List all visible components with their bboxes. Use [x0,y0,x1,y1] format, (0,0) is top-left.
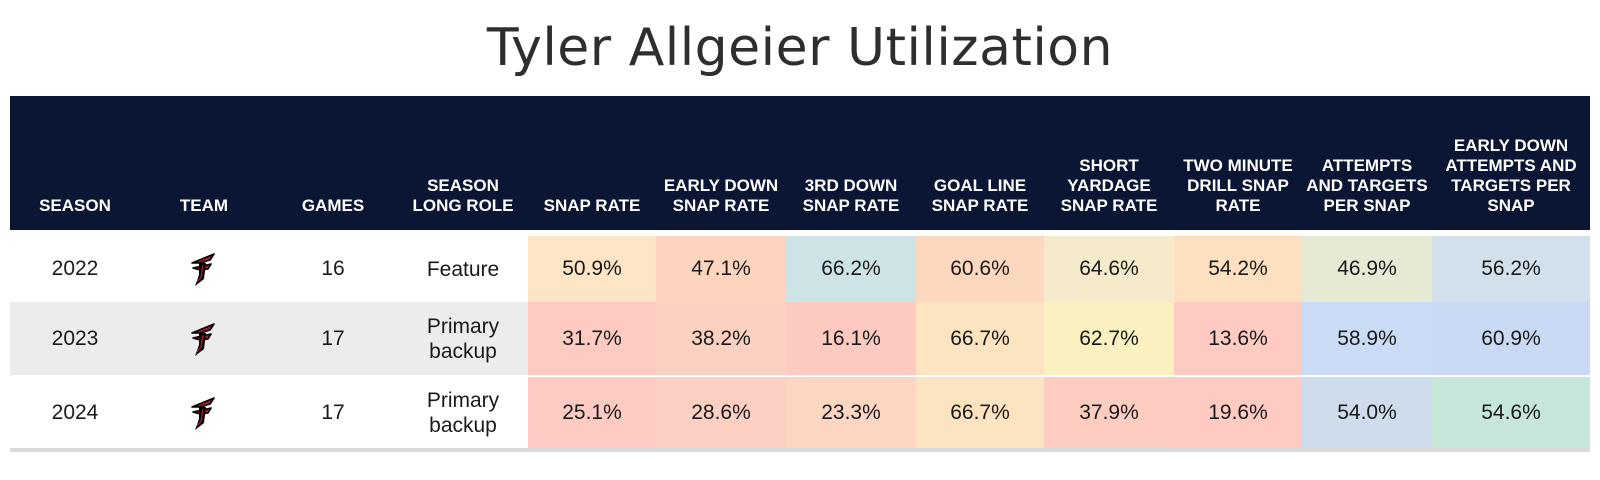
column-header: SNAP RATE [528,96,656,230]
value-cell: 56.2% [1432,236,1590,302]
value-cell: 47.1% [656,236,786,302]
role-cell: Feature [398,236,528,302]
column-header: TEAM [140,96,268,230]
value-cell: 60.6% [916,236,1044,302]
games-cell: 16 [268,236,398,302]
role-cell: Primary backup [398,302,528,377]
falcons-logo-icon [184,322,224,356]
falcons-logo-icon [184,253,224,286]
chart-title: Tyler Allgeier Utilization [486,18,1114,78]
falcons-logo-icon [184,396,224,430]
team-cell [140,236,268,302]
value-cell: 60.9% [1432,302,1590,377]
value-cell: 66.7% [916,376,1044,452]
value-cell: 31.7% [528,302,656,377]
value-cell: 13.6% [1174,302,1302,377]
value-cell: 66.2% [786,236,916,302]
table-row: 2022 16 Feature 50.9% 47.1% 66.2% 60.6% 64.6% 54… [10,236,1590,302]
value-cell: 28.6% [656,376,786,452]
column-header: SEASON LONG ROLE [398,96,528,230]
column-header: GOAL LINE SNAP RATE [916,96,1044,230]
column-header: TWO MINUTE DRILL SNAP RATE [1174,96,1302,230]
value-cell: 46.9% [1302,236,1432,302]
table-body: 2022 16 Feature 50.9% 47.1% 66.2% 60.6% 64.6% 54… [10,230,1590,452]
column-header: ATTEMPTS AND TARGETS PER SNAP [1302,96,1432,230]
table-row: 2024 17 Primary backup 25.1% 28.6% 23.3% 66.7%… [10,376,1590,452]
season-cell: 2024 [10,376,140,452]
column-header: SHORT YARDAGE SNAP RATE [1044,96,1174,230]
role-cell: Primary backup [398,376,528,452]
value-cell: 16.1% [786,302,916,377]
table-row: 2023 17 Primary backup 31.7% 38.2% 16.1% 66.7%… [10,302,1590,377]
column-header: 3RD DOWN SNAP RATE [786,96,916,230]
utilization-table-wrap: SEASON TEAM GAMES SEASON LONG ROLE SNAP … [10,96,1590,452]
games-cell: 17 [268,376,398,452]
team-cell [140,302,268,377]
column-header: GAMES [268,96,398,230]
value-cell: 23.3% [786,376,916,452]
value-cell: 62.7% [1044,302,1174,377]
column-header: EARLY DOWN ATTEMPTS AND TARGETS PER SNAP [1432,96,1590,230]
value-cell: 64.6% [1044,236,1174,302]
value-cell: 66.7% [916,302,1044,377]
team-cell [140,376,268,452]
value-cell: 54.6% [1432,376,1590,452]
value-cell: 54.2% [1174,236,1302,302]
season-cell: 2023 [10,302,140,377]
season-cell: 2022 [10,236,140,302]
value-cell: 25.1% [528,376,656,452]
column-header: EARLY DOWN SNAP RATE [656,96,786,230]
value-cell: 19.6% [1174,376,1302,452]
column-header: SEASON [10,96,140,230]
value-cell: 38.2% [656,302,786,377]
value-cell: 37.9% [1044,376,1174,452]
value-cell: 50.9% [528,236,656,302]
games-cell: 17 [268,302,398,377]
utilization-table: SEASON TEAM GAMES SEASON LONG ROLE SNAP … [10,96,1590,452]
value-cell: 54.0% [1302,376,1432,452]
header-row: SEASON TEAM GAMES SEASON LONG ROLE SNAP … [10,96,1590,230]
value-cell: 58.9% [1302,302,1432,377]
